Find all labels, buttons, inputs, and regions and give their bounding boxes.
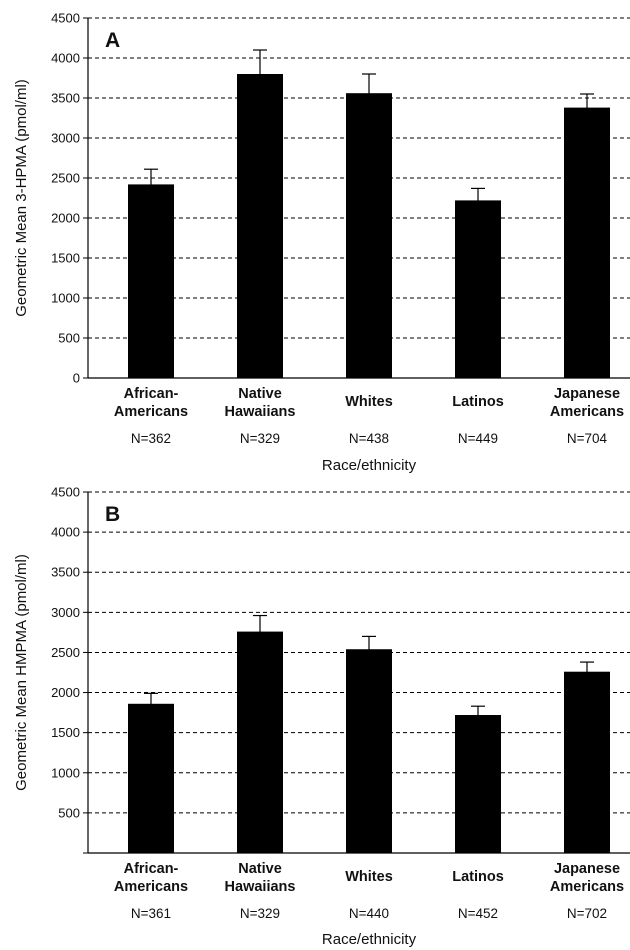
panel-label: B: [105, 503, 120, 526]
panel-a-chart: 0 500 1000 1500 2000 2500 3000 3500 4000 4500 Afri…: [13, 11, 630, 474]
sample-size-label: N=452: [458, 906, 498, 921]
category-label-line: Whites: [345, 869, 393, 885]
category-label-line: Hawaiians: [225, 404, 296, 420]
category-label: Latinos: [452, 869, 504, 885]
y-tick-label: 4500: [51, 11, 80, 26]
error-bar: [471, 705, 485, 724]
y-tick-label: 1000: [51, 291, 80, 306]
y-tick-label: 3500: [51, 91, 80, 106]
error-bar: [580, 93, 594, 123]
sample-size-label: N=361: [131, 906, 171, 921]
category-label: African- Americans: [114, 861, 188, 895]
sample-size-label: N=702: [567, 906, 607, 921]
error-bar: [362, 635, 376, 662]
x-axis-title: Race/ethnicity: [322, 931, 417, 948]
sample-size-label: N=329: [240, 431, 280, 446]
sample-size-label: N=438: [349, 431, 389, 446]
category-label-line: African-: [124, 386, 179, 402]
y-tick-label: 3500: [51, 565, 80, 580]
y-tick-label: 3000: [51, 605, 80, 620]
sample-size-label: N=329: [240, 906, 280, 921]
error-bar: [253, 614, 267, 647]
bar: [128, 184, 174, 378]
bar: [128, 703, 174, 853]
y-tick-label: 4000: [51, 525, 80, 540]
category-label-line: Americans: [550, 879, 624, 895]
y-tick-label: 2000: [51, 211, 80, 226]
y-axis-title: Geometric Mean HMPMA (pmol/ml): [13, 554, 30, 791]
y-tick-label: 2000: [51, 685, 80, 700]
bar: [237, 74, 283, 378]
category-label-line: Americans: [550, 404, 624, 420]
sample-size-label: N=362: [131, 431, 171, 446]
sample-size-label: N=440: [349, 906, 389, 921]
panel-label: A: [105, 29, 120, 52]
category-label-line: Native: [238, 861, 282, 877]
category-label: African- Americans: [114, 386, 188, 420]
category-label: Latinos: [452, 394, 504, 410]
category-label-line: Latinos: [452, 869, 504, 885]
category-label-line: Americans: [114, 879, 188, 895]
error-bar: [144, 168, 158, 201]
category-label-line: Native: [238, 386, 282, 402]
y-tick-label: 2500: [51, 645, 80, 660]
bar: [455, 200, 501, 378]
y-tick-label: 4000: [51, 51, 80, 66]
y-tick-label: 1500: [51, 725, 80, 740]
bar: [346, 93, 392, 378]
y-axis-title: Geometric Mean 3-HPMA (pmol/ml): [13, 79, 30, 317]
category-label-line: Japanese: [554, 386, 620, 402]
category-label: Native Hawaiians: [225, 386, 296, 420]
category-label-line: Latinos: [452, 394, 504, 410]
sample-size-label: N=704: [567, 431, 608, 446]
y-tick-label: 2500: [51, 171, 80, 186]
category-label-line: Whites: [345, 394, 393, 410]
sample-size-label: N=449: [458, 431, 498, 446]
y-tick-label: 500: [58, 805, 80, 820]
panel-b-chart: 500 1000 1500 2000 2500 3000 3500 4000 4500 Afric…: [13, 485, 630, 948]
error-bar: [253, 49, 267, 99]
bar: [346, 649, 392, 853]
bar: [237, 631, 283, 853]
category-label-line: African-: [124, 861, 179, 877]
category-label-line: Americans: [114, 404, 188, 420]
error-bar: [471, 187, 485, 213]
y-tick-label: 0: [73, 371, 80, 386]
y-tick-label: 1000: [51, 765, 80, 780]
category-label: Japanese Americans: [550, 386, 624, 420]
y-tick-label: 4500: [51, 485, 80, 500]
category-label-line: Hawaiians: [225, 879, 296, 895]
y-tick-label: 1500: [51, 251, 80, 266]
error-bar: [144, 692, 158, 715]
category-label-line: Japanese: [554, 861, 620, 877]
bar: [564, 671, 610, 853]
category-label: Whites: [345, 394, 393, 410]
bar: [455, 715, 501, 853]
category-label: Whites: [345, 869, 393, 885]
error-bar: [580, 661, 594, 682]
error-bar: [362, 73, 376, 114]
x-axis-title: Race/ethnicity: [322, 457, 417, 474]
bar: [564, 107, 610, 378]
category-label: Japanese Americans: [550, 861, 624, 895]
category-label: Native Hawaiians: [225, 861, 296, 895]
y-tick-label: 3000: [51, 131, 80, 146]
y-tick-label: 500: [58, 331, 80, 346]
